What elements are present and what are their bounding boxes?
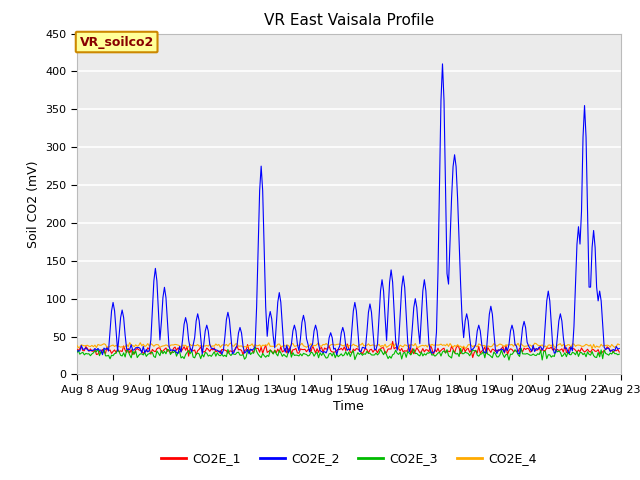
Text: VR_soilco2: VR_soilco2: [79, 36, 154, 48]
Title: VR East Vaisala Profile: VR East Vaisala Profile: [264, 13, 434, 28]
Legend: CO2E_1, CO2E_2, CO2E_3, CO2E_4: CO2E_1, CO2E_2, CO2E_3, CO2E_4: [156, 447, 541, 470]
X-axis label: Time: Time: [333, 400, 364, 413]
Y-axis label: Soil CO2 (mV): Soil CO2 (mV): [27, 160, 40, 248]
